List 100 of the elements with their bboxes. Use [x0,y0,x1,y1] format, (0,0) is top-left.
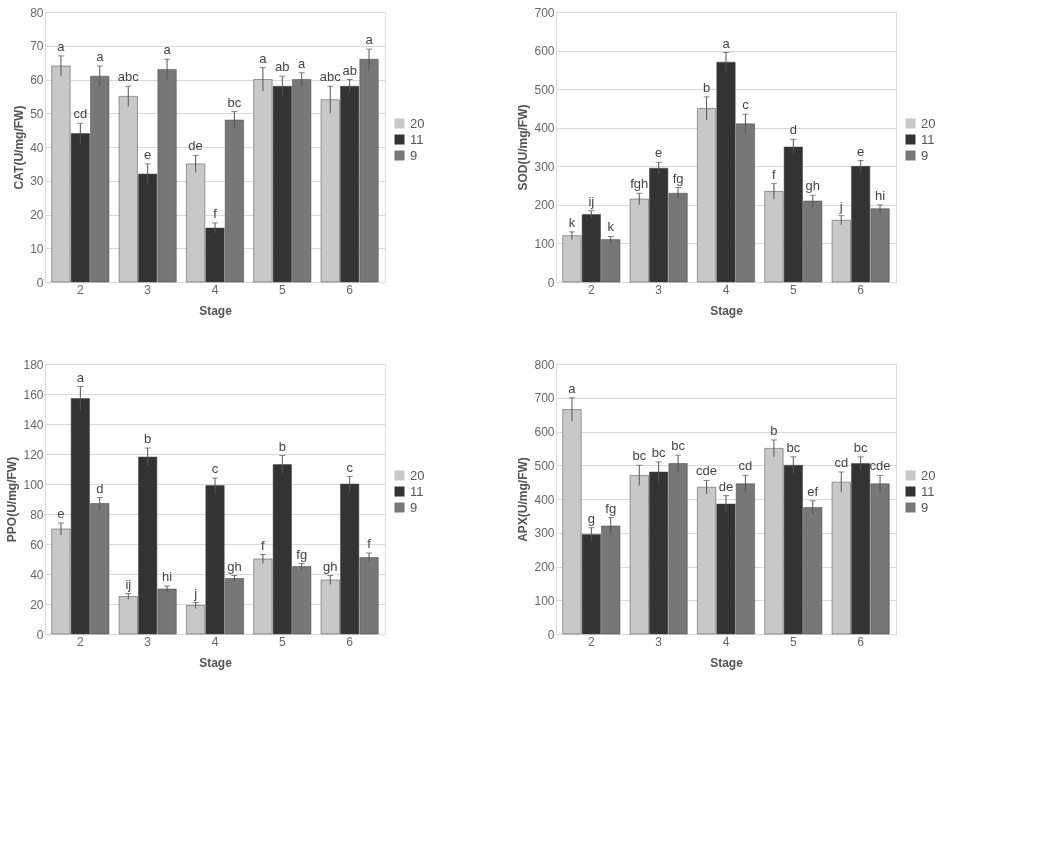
y-axis-title: PPO(U/mg/FW) [5,456,20,543]
x-tick-label: 2 [588,634,595,649]
annotation: a [722,35,731,51]
annotation: gh [227,558,242,574]
y-tick-label: 0 [36,627,44,642]
annotation: a [365,32,374,48]
legend-label: 9 [921,147,929,163]
x-tick-label: 3 [144,282,152,297]
annotation: f [261,537,266,553]
y-tick-label: 300 [534,159,555,174]
x-tick-label: 6 [346,282,354,297]
y-tick-label: 400 [534,121,555,136]
legend-label: 20 [410,467,425,483]
annotation: cd [834,455,849,470]
annotation: a [57,38,66,54]
x-tick-label: 6 [346,634,354,649]
annotation: a [96,49,105,64]
annotation: bc [853,439,869,455]
y-tick-label: 400 [534,492,555,507]
y-tick-label: 600 [534,425,555,439]
annotation: a [76,369,85,385]
y-tick-label: 0 [36,275,44,290]
x-tick-label: 5 [789,282,797,297]
y-tick-label: 200 [534,560,555,574]
y-tick-label: 600 [534,44,555,59]
x-tick-label: 6 [857,282,865,297]
y-tick-label: 20 [30,208,44,222]
annotation: bc [227,94,242,110]
legend-label: 9 [410,147,418,163]
legend-label: 11 [921,131,935,147]
annotation: c [346,459,354,475]
annotation: b [144,431,152,446]
annotation: abc [319,69,342,85]
y-axis-title: SOD(U/mg/FW) [516,104,531,191]
y-axis-title: CAT(U/mg/FW) [12,105,27,190]
y-tick-label: 160 [23,387,44,402]
legend-label: 11 [410,483,424,499]
annotation: d [789,122,797,138]
annotation: gh [805,178,820,194]
legend-label: 9 [410,499,418,515]
y-tick-label: 800 [534,357,555,372]
y-tick-label: 700 [534,391,555,406]
y-tick-label: 40 [30,567,44,582]
legend-label: 9 [921,499,929,515]
y-tick-label: 180 [23,357,44,372]
x-tick-label: 4 [722,634,730,649]
annotation: c [211,461,219,476]
x-tick-label: 4 [211,282,219,297]
annotation: hi [874,187,886,203]
y-tick-label: 200 [534,198,555,213]
y-tick-label: 40 [30,140,44,155]
legend-label: 20 [921,115,936,131]
y-tick-label: 100 [534,593,555,608]
legend-label: 20 [921,467,936,483]
x-tick-label: 2 [77,634,84,649]
annotation: a [163,42,172,58]
legend-label: 11 [921,483,935,499]
y-tick-label: 80 [30,507,44,522]
x-tick-label: 5 [278,634,286,649]
y-tick-label: 300 [534,526,555,541]
y-tick-label: 70 [30,39,44,54]
x-tick-label: 3 [144,634,152,649]
x-axis-title: Stage [710,303,744,318]
x-tick-label: 3 [655,282,663,297]
annotation: b [770,422,778,438]
annotation: fg [672,170,684,186]
annotation: e [857,143,865,159]
legend-label: 20 [410,115,425,131]
annotation: ab [342,62,357,78]
y-axis-title: APX(U/mg/FW) [516,457,531,542]
x-tick-label: 3 [655,634,663,649]
annotation: f [213,205,218,221]
annotation: f [772,166,777,182]
annotation: de [718,478,734,494]
x-tick-label: 5 [278,282,286,297]
annotation: ef [807,483,819,499]
y-tick-label: 20 [30,597,44,612]
x-axis-title: Stage [199,655,233,670]
annotation: j [193,585,198,601]
annotation: f [367,536,372,551]
y-tick-label: 500 [534,82,555,97]
y-tick-label: 700 [534,5,555,20]
annotation: de [188,138,203,154]
annotation: a [298,55,307,71]
annotation: bc [651,444,667,460]
annotation: cd [73,106,88,122]
annotation: fg [296,546,308,562]
annotation: e [57,506,65,521]
annotation: c [742,97,750,113]
y-tick-label: 100 [23,477,44,492]
legend-label: 11 [410,131,424,147]
x-tick-label: 6 [857,634,865,649]
annotation: gh [323,558,338,574]
x-tick-label: 5 [789,634,797,649]
x-tick-label: 2 [588,282,595,297]
x-tick-label: 4 [211,634,219,649]
y-tick-label: 80 [30,5,44,20]
y-tick-label: 140 [23,417,44,432]
annotation: cde [696,463,718,479]
annotation: e [655,145,663,161]
